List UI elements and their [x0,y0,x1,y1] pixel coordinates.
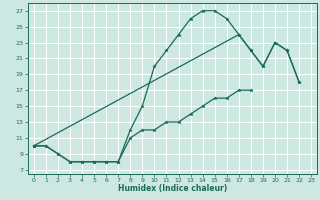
X-axis label: Humidex (Indice chaleur): Humidex (Indice chaleur) [118,184,227,193]
